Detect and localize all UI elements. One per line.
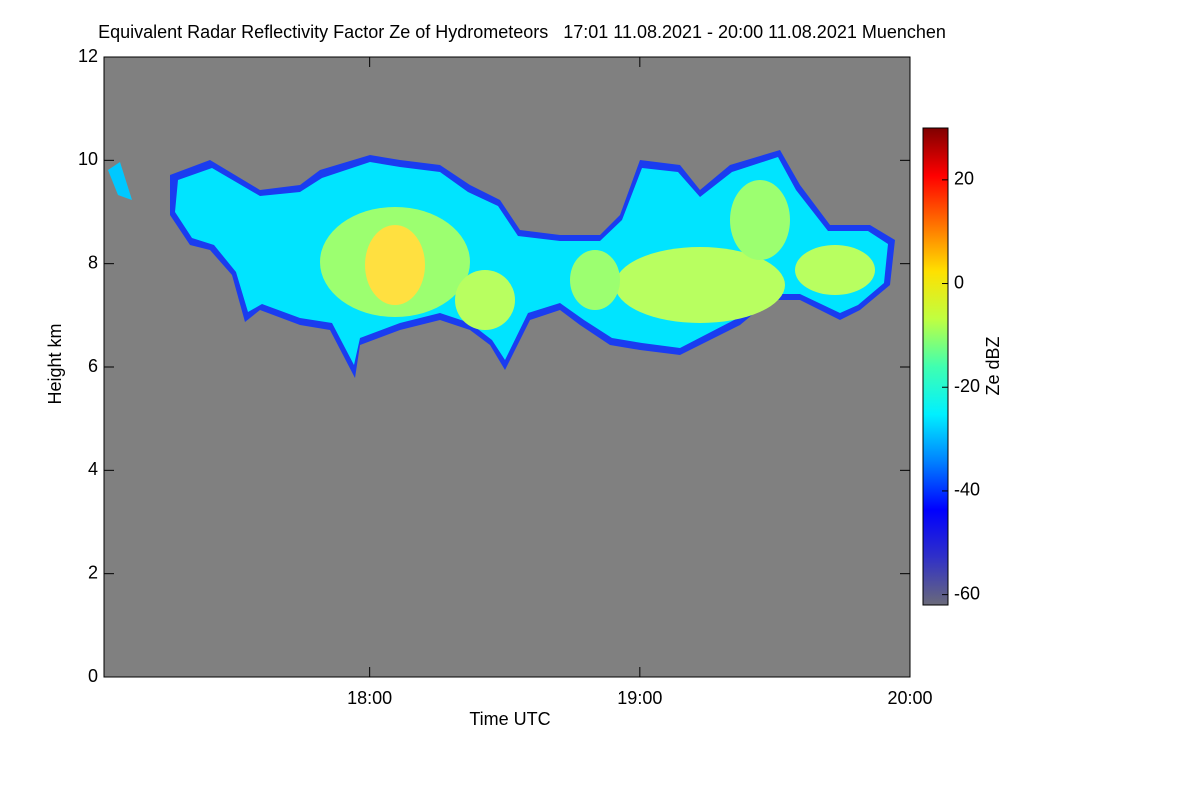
y-tick-label: 6	[88, 356, 98, 376]
y-tick-label: 8	[88, 252, 98, 272]
y-axis-label: Height km	[45, 323, 65, 404]
colorbar-tick-label: 20	[954, 169, 974, 189]
echo-fragment	[108, 162, 132, 200]
colorbar-tick-label: -60	[954, 583, 980, 603]
echo-core	[570, 250, 620, 310]
echo-core	[615, 247, 785, 323]
x-tick-label: 19:00	[617, 688, 662, 708]
echo-core	[795, 245, 875, 295]
y-tick-label: 2	[88, 562, 98, 582]
colorbar-tick-label: -40	[954, 480, 980, 500]
y-tick-label: 10	[78, 149, 98, 169]
echo-core	[455, 270, 515, 330]
colorbar-label: Ze dBZ	[983, 336, 1003, 395]
x-axis-label: Time UTC	[469, 709, 550, 729]
echo-core	[730, 180, 790, 260]
plot-background	[104, 57, 910, 677]
echo-core	[365, 225, 425, 305]
y-tick-label: 4	[88, 459, 98, 479]
radar-echo	[108, 150, 895, 378]
y-tick-label: 0	[88, 666, 98, 686]
y-tick-label: 12	[78, 46, 98, 66]
colorbar-tick-label: 0	[954, 272, 964, 292]
colorbar-tick-label: -20	[954, 376, 980, 396]
x-tick-label: 20:00	[887, 688, 932, 708]
colorbar	[922, 127, 949, 606]
chart-title: Equivalent Radar Reflectivity Factor Ze …	[98, 22, 946, 42]
x-tick-label: 18:00	[347, 688, 392, 708]
